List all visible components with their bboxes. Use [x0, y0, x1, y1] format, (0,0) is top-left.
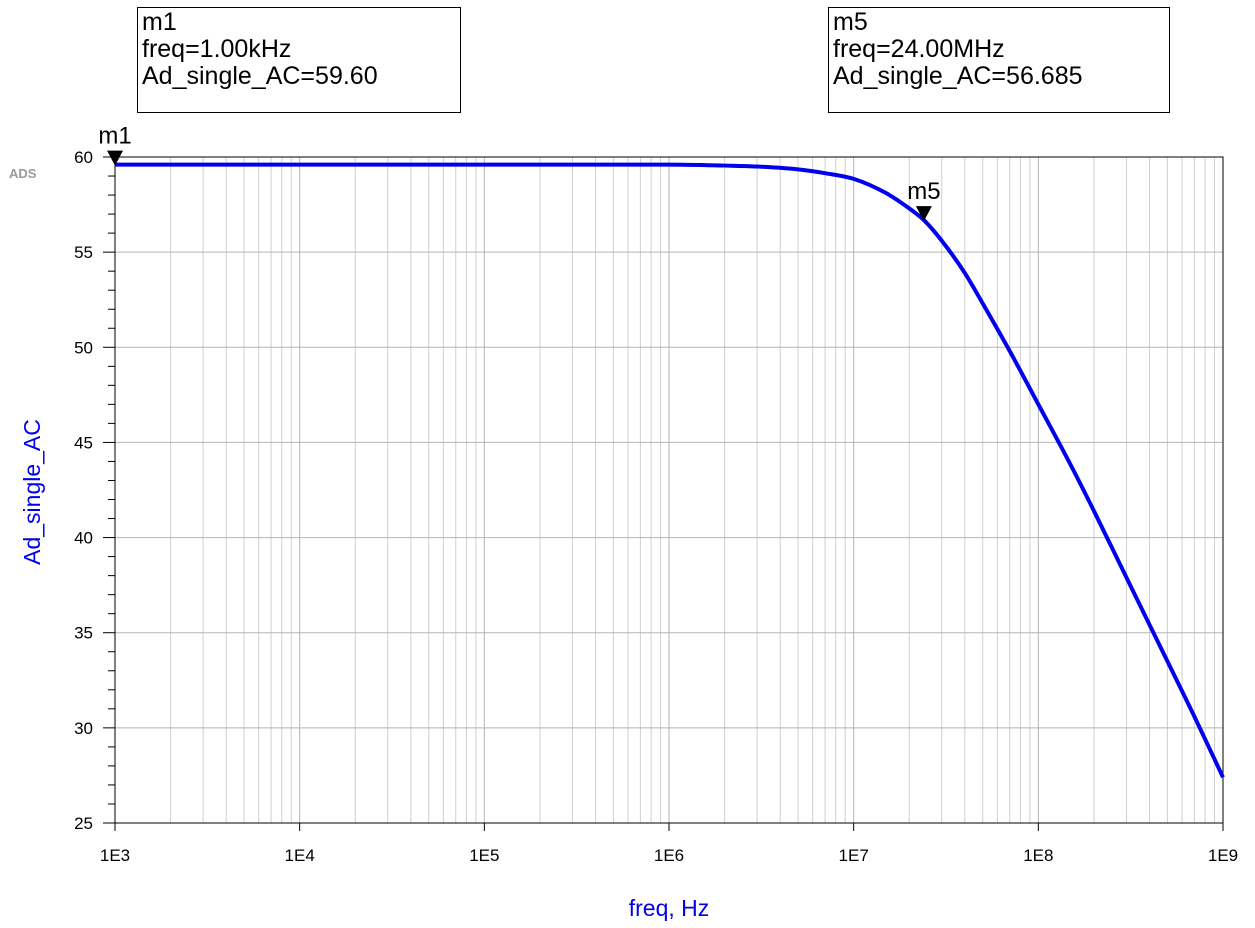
marker-readout-line: freq=24.00MHz — [833, 35, 1005, 63]
marker-readout-line: m1 — [142, 8, 177, 36]
y-tick-label: 25 — [74, 814, 93, 833]
x-axis-title: freq, Hz — [629, 895, 710, 921]
y-tick-label: 60 — [74, 148, 93, 167]
marker-label-m5: m5 — [907, 178, 940, 205]
y-tick-label: 35 — [74, 624, 93, 643]
y-tick-label: 40 — [74, 529, 93, 548]
x-tick-label: 1E6 — [654, 846, 684, 865]
x-tick-label: 1E7 — [839, 846, 869, 865]
y-tick-labels: 25 30 35 40 45 50 55 60 — [74, 148, 93, 833]
y-tick-label: 30 — [74, 719, 93, 738]
plot-frame — [114, 156, 1224, 824]
x-tick-label: 1E4 — [285, 846, 315, 865]
marker-readout-m5: m5 freq=24.00MHz Ad_single_AC=56.685 — [828, 7, 1170, 113]
markers: m1 m5 — [98, 123, 941, 222]
x-tick-label: 1E5 — [469, 846, 499, 865]
marker-readout-line: Ad_single_AC=59.60 — [142, 62, 378, 90]
minor-gridlines — [170, 157, 1216, 823]
series-line — [114, 162, 1225, 779]
marker-readout-line: Ad_single_AC=56.685 — [833, 62, 1083, 90]
marker-triangle-m5[interactable] — [915, 206, 932, 222]
ads-logo: ADS — [9, 166, 37, 181]
y-axis-title: Ad_single_AC — [19, 419, 45, 565]
marker-readout-line: m5 — [833, 8, 868, 36]
marker-readout-line: freq=1.00kHz — [142, 35, 292, 63]
y-tick-label: 45 — [74, 433, 93, 452]
x-tick-label: 1E9 — [1208, 846, 1238, 865]
marker-readout-m1: m1 freq=1.00kHz Ad_single_AC=59.60 — [137, 7, 461, 113]
x-tick-label: 1E8 — [1023, 846, 1053, 865]
y-tick-label: 55 — [74, 243, 93, 262]
marker-label-m1: m1 — [98, 123, 131, 150]
marker-triangle-m1[interactable] — [107, 150, 123, 166]
axis-ticks — [103, 156, 1224, 831]
x-tick-labels: 1E3 1E4 1E5 1E6 1E7 1E8 1E9 — [100, 846, 1238, 865]
x-tick-label: 1E3 — [100, 846, 130, 865]
y-tick-label: 50 — [74, 338, 93, 357]
major-gridlines — [114, 156, 1224, 824]
